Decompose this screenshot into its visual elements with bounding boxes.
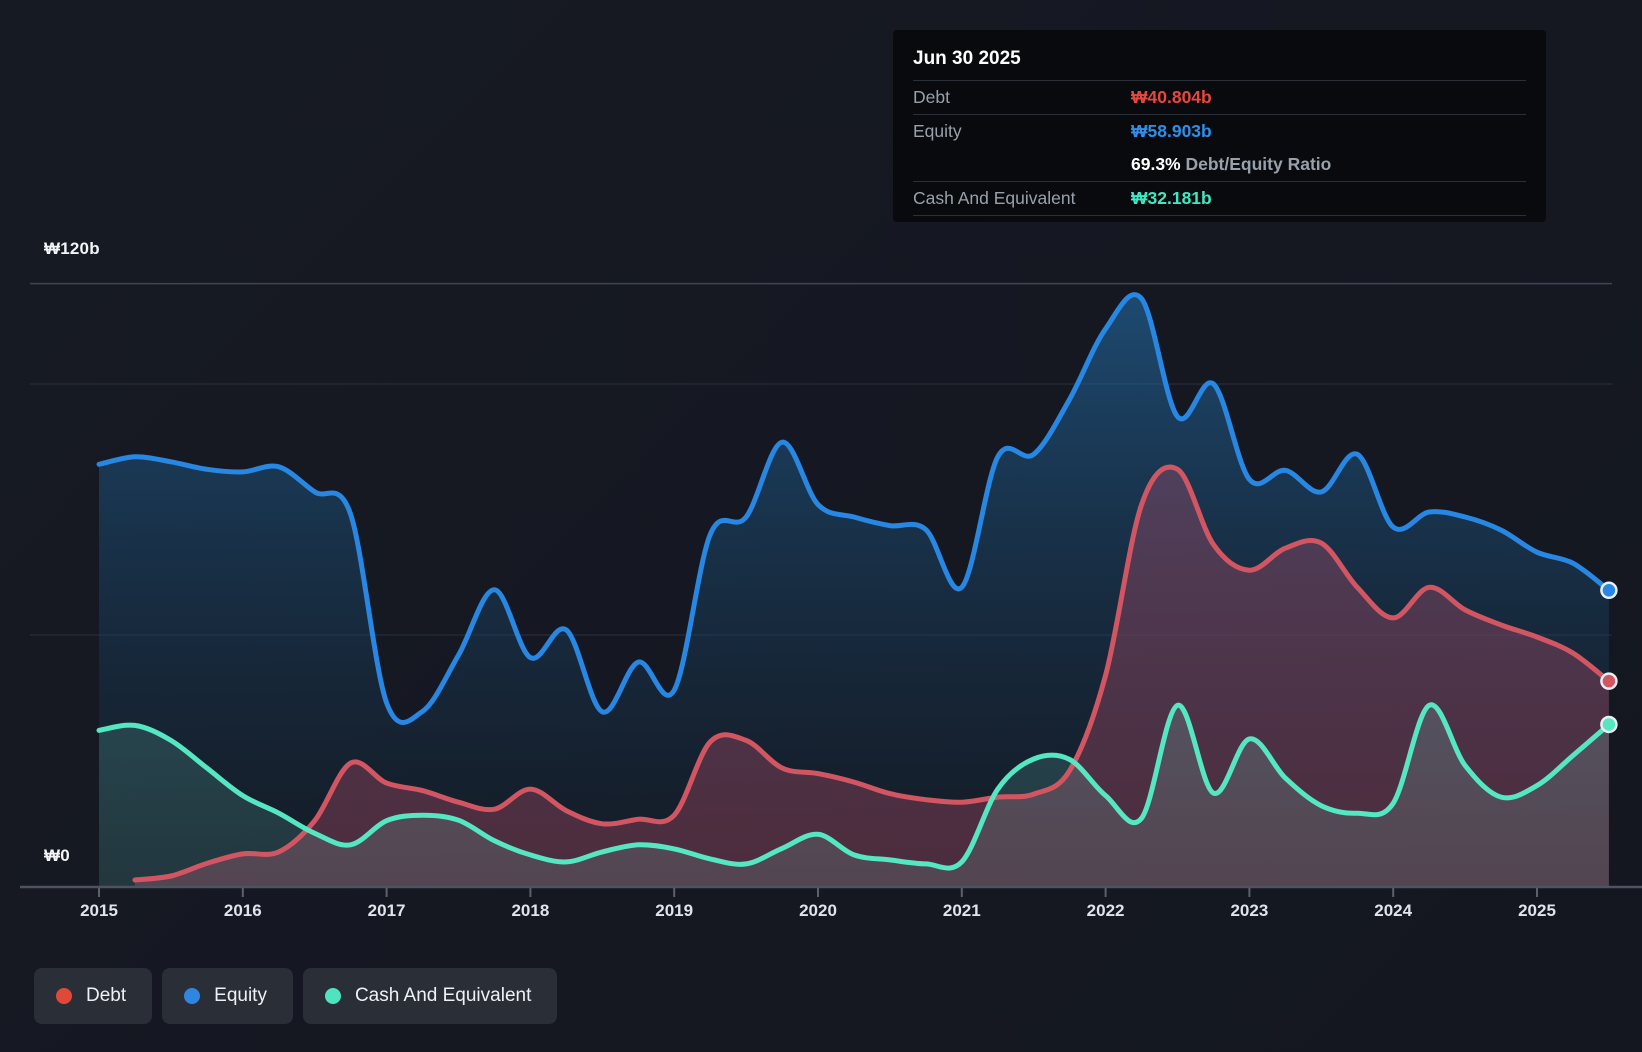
legend-debt-label: Debt [86,985,127,1006]
tooltip-cash-label: Cash And Equivalent [913,188,1076,208]
tooltip-debt-value: ₩40.804b [1131,87,1212,107]
tooltip-ratio-value: 69.3% [1131,154,1181,174]
equity-series-dot-icon [184,988,201,1004]
legend-item-equity[interactable]: Equity [162,968,293,1024]
x-tick-label-2016: 2016 [223,901,262,920]
x-tick-label-2024: 2024 [1374,901,1413,920]
x-tick-label-2022: 2022 [1086,901,1125,920]
tooltip: Jun 30 2025 Debt ₩40.804b Equity ₩58.903… [893,30,1546,222]
tooltip-ratio-label: Debt/Equity Ratio [1185,154,1332,174]
x-tick-label-2025: 2025 [1518,901,1556,920]
tooltip-row-debt: Debt ₩40.804b [913,80,1526,114]
legend-item-cash[interactable]: Cash And Equivalent [302,968,558,1024]
tooltip-date: Jun 30 2025 [913,48,1021,69]
x-tick-label-2023: 2023 [1230,901,1269,920]
tooltip-equity-label: Equity [913,121,962,141]
debt-series-dot-icon [56,988,72,1004]
tooltip-cash-value: ₩32.181b [1131,188,1212,208]
cash-series-dot-icon [324,988,341,1004]
legend-equity-label: Equity [214,985,267,1006]
x-tick-label-2021: 2021 [942,901,981,920]
x-tick-label-2015: 2015 [80,901,118,920]
legend-item-debt[interactable]: Debt [34,968,153,1024]
legend: Debt Equity Cash And Equivalent [34,968,558,1024]
y-axis-label-zero: ₩0 [44,846,70,865]
x-tick-label-2017: 2017 [367,901,406,920]
y-axis-label-max: ₩120b [44,239,100,258]
tooltip-row-ratio: 69.3% Debt/Equity Ratio [913,148,1526,181]
legend-cash-label: Cash And Equivalent [354,985,532,1006]
tooltip-equity-value: ₩58.903b [1131,121,1212,141]
tooltip-row-equity: Equity ₩58.903b [913,114,1526,148]
x-tick-label-2018: 2018 [511,901,550,920]
x-tick-label-2020: 2020 [799,901,837,920]
x-tick-label-2019: 2019 [655,901,694,920]
tooltip-debt-label: Debt [913,87,950,107]
tooltip-row-cash: Cash And Equivalent ₩32.181b [913,181,1526,216]
